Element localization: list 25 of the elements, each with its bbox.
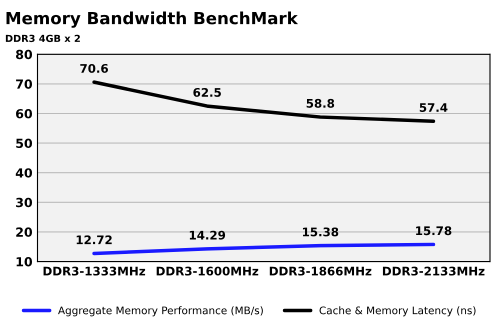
legend-label: Aggregate Memory Performance (MB/s) bbox=[58, 306, 263, 316]
y-tick-label: 80 bbox=[16, 50, 32, 60]
legend-label: Cache & Memory Latency (ns) bbox=[320, 306, 476, 316]
y-tick-label: 40 bbox=[16, 168, 32, 178]
y-tick-label: 30 bbox=[16, 198, 32, 208]
y-tick-label: 20 bbox=[16, 227, 32, 237]
data-label: 15.78 bbox=[416, 226, 452, 236]
x-tick-label: DDR3-2133MHz bbox=[382, 266, 484, 276]
y-tick-label: 50 bbox=[16, 138, 32, 148]
y-tick-label: 60 bbox=[16, 108, 32, 118]
data-label: 15.38 bbox=[302, 227, 338, 236]
data-label: 70.6 bbox=[80, 64, 108, 73]
x-tick-label: DDR3-1600MHz bbox=[156, 266, 258, 276]
y-tick-label: 70 bbox=[16, 79, 32, 89]
x-tick-label: DDR3-1866MHz bbox=[270, 266, 372, 276]
x-tick-label: DDR3-1333MHz bbox=[44, 266, 146, 276]
chart-title: Memory Bandwidth BenchMark bbox=[6, 12, 298, 28]
data-label: 62.5 bbox=[193, 88, 221, 97]
line-series bbox=[92, 242, 436, 256]
data-label: 14.29 bbox=[190, 230, 226, 240]
data-label: 58.8 bbox=[306, 98, 334, 108]
y-tick-label: 10 bbox=[16, 257, 32, 266]
chart-subtitle: DDR3 4GB x 2 bbox=[6, 34, 80, 42]
data-label: 12.72 bbox=[76, 235, 112, 244]
data-label: 57.4 bbox=[420, 103, 448, 112]
